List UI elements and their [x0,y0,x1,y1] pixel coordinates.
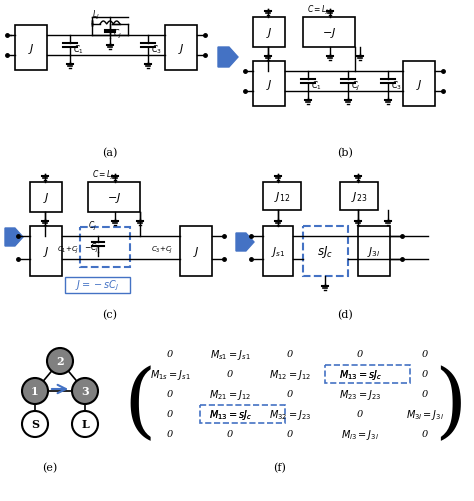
Text: $J_{12}$: $J_{12}$ [274,189,290,203]
Text: 2: 2 [56,356,64,367]
Text: $-J$: $-J$ [107,190,121,204]
FancyBboxPatch shape [65,278,130,294]
Text: (d): (d) [337,309,353,320]
Text: $C_3$: $C_3$ [151,44,162,56]
Text: $M_{1s} = J_{s1}$: $M_{1s} = J_{s1}$ [150,367,190,381]
Text: $J$: $J$ [178,42,184,56]
Text: $M_{s1} = J_{s1}$: $M_{s1} = J_{s1}$ [210,347,250,361]
Text: $-C_J$: $-C_J$ [84,241,100,254]
Text: 0: 0 [287,390,293,399]
Text: 0: 0 [422,370,428,379]
Text: 1: 1 [31,386,39,397]
FancyBboxPatch shape [30,183,62,212]
Text: 0: 0 [422,390,428,399]
FancyBboxPatch shape [303,18,355,48]
Text: $C_J$: $C_J$ [88,219,96,232]
Text: $L_J$: $L_J$ [92,9,100,22]
Text: (f): (f) [273,462,286,472]
Text: (: ( [124,364,156,444]
Text: 0: 0 [227,430,233,438]
FancyBboxPatch shape [165,26,197,71]
Text: $J$: $J$ [192,244,200,259]
FancyArrow shape [218,48,238,68]
FancyBboxPatch shape [253,18,285,48]
Circle shape [22,411,48,437]
Text: $J_{23}$: $J_{23}$ [351,189,367,203]
FancyBboxPatch shape [180,226,212,277]
FancyBboxPatch shape [403,62,435,107]
Text: $M_{13} = sJ_c$: $M_{13} = sJ_c$ [338,367,382,381]
Text: 3: 3 [81,386,89,397]
Text: 0: 0 [167,410,173,419]
Text: $C{=}L_J$: $C{=}L_J$ [92,168,114,182]
FancyArrow shape [5,228,23,246]
FancyBboxPatch shape [253,62,285,107]
Circle shape [72,411,98,437]
Text: 0: 0 [287,430,293,438]
Text: 0: 0 [357,410,363,419]
Text: $M_{13} = sJ_c$: $M_{13} = sJ_c$ [209,407,252,421]
Text: $M_{13} = sJ_c$: $M_{13} = sJ_c$ [338,367,382,381]
Text: (b): (b) [337,148,353,158]
Text: 0: 0 [422,430,428,438]
Text: (c): (c) [102,309,118,320]
Text: $C_1$: $C_1$ [311,80,322,92]
Circle shape [22,378,48,404]
Text: $C_J$: $C_J$ [351,79,360,92]
FancyBboxPatch shape [200,405,285,423]
Text: 0: 0 [167,430,173,438]
Text: $J_{3l}$: $J_{3l}$ [367,244,381,259]
Text: $M_{21} = J_{12}$: $M_{21} = J_{12}$ [209,387,251,401]
FancyBboxPatch shape [263,183,301,210]
Text: 0: 0 [167,390,173,399]
Text: $J_{s1}$: $J_{s1}$ [271,244,285,259]
FancyBboxPatch shape [80,227,130,268]
Text: $C_3{+}C_J$: $C_3{+}C_J$ [151,244,173,255]
Text: L: L [81,419,89,430]
Text: $M_{3l} = J_{3l}$: $M_{3l} = J_{3l}$ [406,407,444,421]
Circle shape [47,348,73,374]
Text: $J$: $J$ [265,77,273,91]
Text: $C_1$: $C_1$ [73,44,84,56]
Text: $M_{l3} = J_{3l}$: $M_{l3} = J_{3l}$ [341,427,379,441]
Text: 0: 0 [422,350,428,359]
Text: $sJ_c$: $sJ_c$ [317,243,333,260]
Text: $M_{23} = J_{23}$: $M_{23} = J_{23}$ [339,387,381,401]
Text: $-J$: $-J$ [322,26,336,40]
Text: $C{=}L_J$: $C{=}L_J$ [307,4,329,17]
FancyBboxPatch shape [303,226,348,277]
Text: $J$: $J$ [265,26,273,40]
Text: $M_{13} = sJ_c$: $M_{13} = sJ_c$ [209,407,252,421]
Text: (e): (e) [42,462,58,472]
Text: $C_J$: $C_J$ [113,28,122,41]
FancyBboxPatch shape [88,183,140,212]
Text: 0: 0 [167,350,173,359]
Text: $J$: $J$ [43,190,49,204]
Text: 0: 0 [227,370,233,379]
FancyBboxPatch shape [263,226,293,277]
Text: (a): (a) [102,148,118,158]
FancyArrow shape [236,233,254,252]
Text: $C_3$: $C_3$ [391,80,402,92]
Text: $M_{12} = J_{12}$: $M_{12} = J_{12}$ [269,367,311,381]
Text: S: S [31,419,39,430]
Text: $J = -sC_J$: $J = -sC_J$ [75,278,119,293]
Text: $M_{32} = J_{23}$: $M_{32} = J_{23}$ [269,407,311,421]
FancyBboxPatch shape [358,226,390,277]
Text: 0: 0 [357,350,363,359]
Text: 0: 0 [287,350,293,359]
Circle shape [72,378,98,404]
FancyBboxPatch shape [340,183,378,210]
Text: $J$: $J$ [416,77,422,91]
FancyBboxPatch shape [30,226,62,277]
Text: $C_1{+}C_J$: $C_1{+}C_J$ [57,244,79,255]
Text: $J$: $J$ [27,42,35,56]
FancyBboxPatch shape [15,26,47,71]
Text: $J$: $J$ [43,244,49,259]
FancyBboxPatch shape [325,365,410,383]
Text: ): ) [434,364,466,444]
